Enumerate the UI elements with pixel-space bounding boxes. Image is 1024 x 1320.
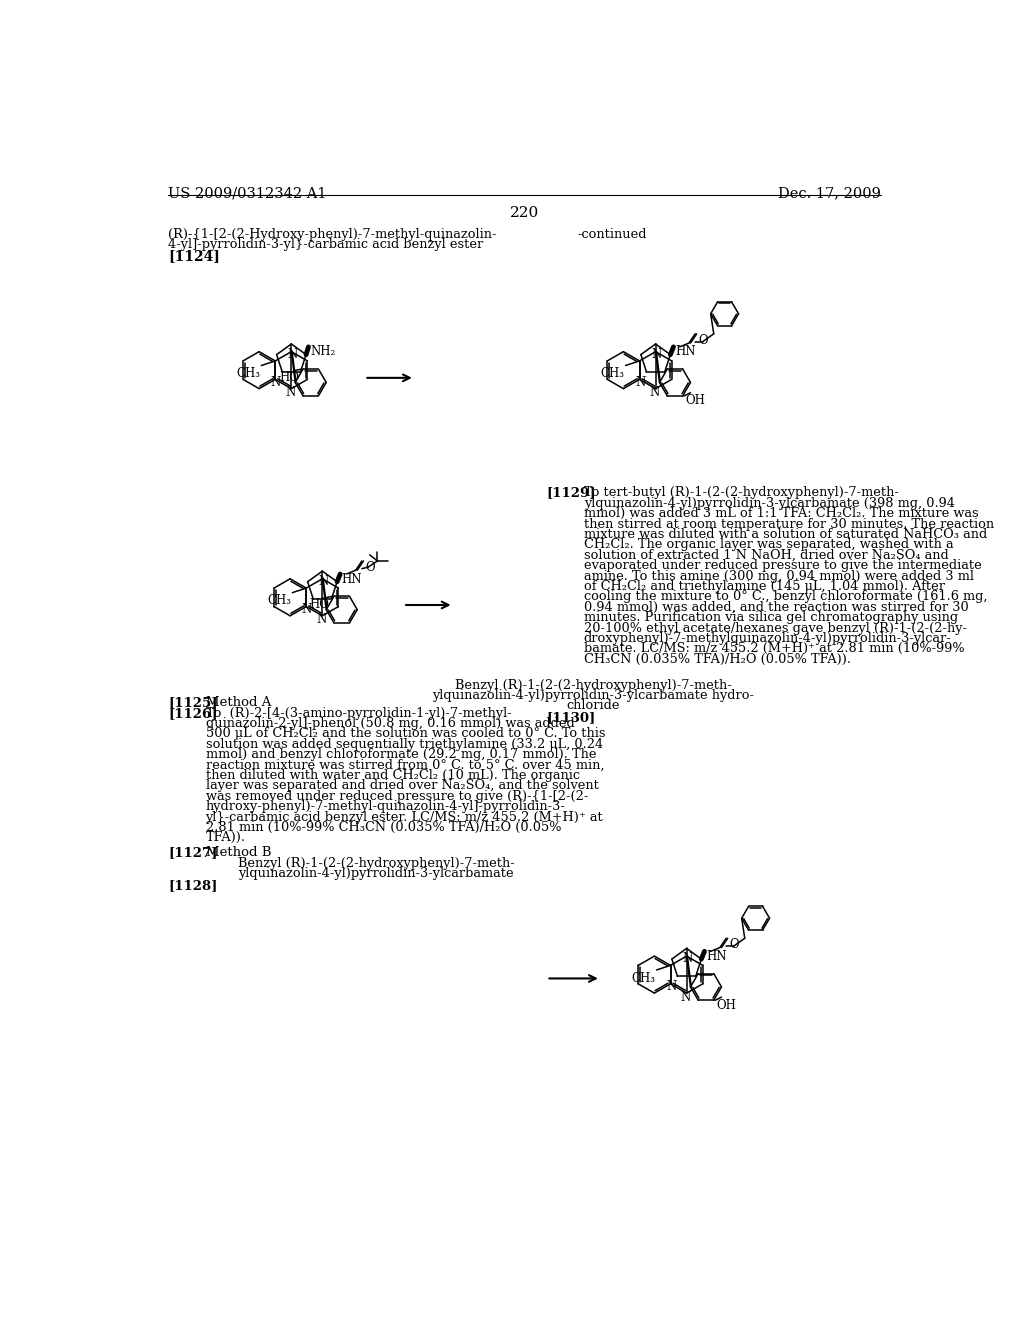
Text: quinazolin-2-yl]-phenol (50.8 mg, 0.16 mmol) was added: quinazolin-2-yl]-phenol (50.8 mg, 0.16 m… — [206, 717, 574, 730]
Text: HN: HN — [706, 950, 726, 962]
Text: bamate. LC/MS: m/z 455.2 (M+H)⁺ at 2.81 min (10%-99%: bamate. LC/MS: m/z 455.2 (M+H)⁺ at 2.81 … — [584, 643, 965, 655]
Text: N: N — [271, 376, 282, 388]
Text: N: N — [680, 991, 690, 1003]
Text: reaction mixture was stirred from 0° C. to 5° C. over 45 min,: reaction mixture was stirred from 0° C. … — [206, 759, 604, 772]
Text: N: N — [318, 576, 329, 587]
Text: Method A: Method A — [206, 696, 271, 709]
Text: CH₃: CH₃ — [237, 367, 260, 380]
Text: layer was separated and dried over Na₂SO₄, and the solvent: layer was separated and dried over Na₂SO… — [206, 779, 598, 792]
Text: O: O — [729, 939, 739, 952]
Text: CH₃: CH₃ — [267, 594, 291, 607]
Text: 4-yl]-pyrrolidin-3-yl}-carbamic acid benzyl ester: 4-yl]-pyrrolidin-3-yl}-carbamic acid ben… — [168, 239, 483, 252]
Text: mmol) and benzyl chloroformate (29.2 mg, 0.17 mmol). The: mmol) and benzyl chloroformate (29.2 mg,… — [206, 748, 596, 762]
Text: TFA)).: TFA)). — [206, 832, 246, 845]
Text: Method B: Method B — [206, 846, 271, 859]
Text: (R)-{1-[2-(2-Hydroxy-phenyl)-7-methyl-quinazolin-: (R)-{1-[2-(2-Hydroxy-phenyl)-7-methyl-qu… — [168, 227, 497, 240]
Text: [1129]: [1129] — [547, 487, 596, 499]
Text: Dec. 17, 2009: Dec. 17, 2009 — [778, 186, 882, 201]
Text: 20-100% ethyl acetate/hexanes gave benzyl (R)-1-(2-(2-hy-: 20-100% ethyl acetate/hexanes gave benzy… — [584, 622, 967, 635]
Text: ylquinazolin-4-yl)pyrrolidin-3-ylcarbamate (398 mg, 0.94: ylquinazolin-4-yl)pyrrolidin-3-ylcarbama… — [584, 496, 954, 510]
Text: 220: 220 — [510, 206, 540, 220]
Text: was removed under reduced pressure to give (R)-{1-[2-(2-: was removed under reduced pressure to gi… — [206, 789, 588, 803]
Text: N: N — [682, 952, 692, 965]
Text: ylquinazolin-4-yl)pyrrolidin-3-ylcarbamate: ylquinazolin-4-yl)pyrrolidin-3-ylcarbama… — [238, 867, 514, 880]
Text: 2.81 min (10%-99% CH₃CN (0.035% TFA)/H₂O (0.05%: 2.81 min (10%-99% CH₃CN (0.035% TFA)/H₂O… — [206, 821, 561, 834]
Text: solution of extracted 1 N NaOH, dried over Na₂SO₄ and: solution of extracted 1 N NaOH, dried ov… — [584, 549, 948, 562]
Text: To  (R)-2-[4-(3-amino-pyrrolidin-1-yl)-7-methyl-: To (R)-2-[4-(3-amino-pyrrolidin-1-yl)-7-… — [206, 706, 511, 719]
Text: of CH₂Cl₂ and triethylamine (145 μL, 1.04 mmol). After: of CH₂Cl₂ and triethylamine (145 μL, 1.0… — [584, 579, 945, 593]
Text: cooling the mixture to 0° C., benzyl chloroformate (161.6 mg,: cooling the mixture to 0° C., benzyl chl… — [584, 590, 987, 603]
Text: HO: HO — [309, 598, 329, 611]
Text: [1127]: [1127] — [168, 846, 218, 859]
Text: O: O — [698, 334, 708, 347]
Text: 500 μL of CH₂Cl₂ and the solution was cooled to 0° C. To this: 500 μL of CH₂Cl₂ and the solution was co… — [206, 727, 605, 741]
Text: mixture was diluted with a solution of saturated NaHCO₃ and: mixture was diluted with a solution of s… — [584, 528, 987, 541]
Text: hydroxy-phenyl)-7-methyl-quinazolin-4-yl]-pyrrolidin-3-: hydroxy-phenyl)-7-methyl-quinazolin-4-yl… — [206, 800, 565, 813]
Text: [1124]: [1124] — [168, 249, 220, 263]
Text: CH₃: CH₃ — [600, 367, 625, 380]
Text: N: N — [287, 348, 297, 360]
Text: then stirred at room temperature for 30 minutes. The reaction: then stirred at room temperature for 30 … — [584, 517, 994, 531]
Text: N: N — [285, 387, 295, 400]
Text: chloride: chloride — [566, 698, 620, 711]
Text: [1128]: [1128] — [168, 879, 218, 892]
Text: CH₃CN (0.035% TFA)/H₂O (0.05% TFA)).: CH₃CN (0.035% TFA)/H₂O (0.05% TFA)). — [584, 653, 851, 665]
Text: HO: HO — [280, 371, 300, 384]
Text: Benzyl (R)-1-(2-(2-hydroxyphenyl)-7-meth-: Benzyl (R)-1-(2-(2-hydroxyphenyl)-7-meth… — [238, 857, 515, 870]
Text: HN: HN — [342, 573, 362, 586]
Text: ylquinazolin-4-yl)pyrrolidin-3-ylcarbamate hydro-: ylquinazolin-4-yl)pyrrolidin-3-ylcarbama… — [432, 689, 754, 701]
Text: To tert-butyl (R)-1-(2-(2-hydroxyphenyl)-7-meth-: To tert-butyl (R)-1-(2-(2-hydroxyphenyl)… — [584, 487, 899, 499]
Text: Benzyl (R)-1-(2-(2-hydroxyphenyl)-7-meth-: Benzyl (R)-1-(2-(2-hydroxyphenyl)-7-meth… — [455, 678, 731, 692]
Text: CH₂Cl₂. The organic layer was separated, washed with a: CH₂Cl₂. The organic layer was separated,… — [584, 539, 953, 552]
Text: OH: OH — [717, 999, 736, 1011]
Text: mmol) was added 3 mL of 1:1 TFA: CH₂Cl₂. The mixture was: mmol) was added 3 mL of 1:1 TFA: CH₂Cl₂.… — [584, 507, 978, 520]
Text: N: N — [316, 614, 327, 627]
Text: yl}-carbamic acid benzyl ester. LC/MS: m/z 455.2 (M+H)⁺ at: yl}-carbamic acid benzyl ester. LC/MS: m… — [206, 810, 603, 824]
Text: N: N — [635, 376, 645, 388]
Text: evaporated under reduced pressure to give the intermediate: evaporated under reduced pressure to giv… — [584, 560, 981, 572]
Text: HN: HN — [675, 346, 695, 358]
Text: US 2009/0312342 A1: US 2009/0312342 A1 — [168, 186, 327, 201]
Text: N: N — [302, 603, 312, 615]
Text: N: N — [651, 348, 662, 360]
Text: minutes. Purification via silica gel chromatography using: minutes. Purification via silica gel chr… — [584, 611, 957, 624]
Text: N: N — [667, 979, 677, 993]
Text: N: N — [649, 387, 659, 400]
Text: NH₂: NH₂ — [310, 346, 335, 358]
Text: then diluted with water and CH₂Cl₂ (10 mL). The organic: then diluted with water and CH₂Cl₂ (10 m… — [206, 770, 580, 781]
Text: OH: OH — [686, 395, 706, 408]
Text: [1126]: [1126] — [168, 706, 218, 719]
Text: amine. To this amine (300 mg, 0.94 mmol) were added 3 ml: amine. To this amine (300 mg, 0.94 mmol)… — [584, 570, 974, 582]
Text: [1125]: [1125] — [168, 696, 218, 709]
Text: O: O — [365, 561, 375, 574]
Text: solution was added sequentially triethylamine (33.2 μL, 0.24: solution was added sequentially triethyl… — [206, 738, 603, 751]
Text: droxyphenyl)-7-methylquinazolin-4-yl)pyrrolidin-3-ylcar-: droxyphenyl)-7-methylquinazolin-4-yl)pyr… — [584, 632, 951, 645]
Text: CH₃: CH₃ — [632, 972, 655, 985]
Text: 0.94 mmol) was added, and the reaction was stirred for 30: 0.94 mmol) was added, and the reaction w… — [584, 601, 969, 614]
Text: [1130]: [1130] — [547, 711, 596, 723]
Text: -continued: -continued — [578, 227, 647, 240]
